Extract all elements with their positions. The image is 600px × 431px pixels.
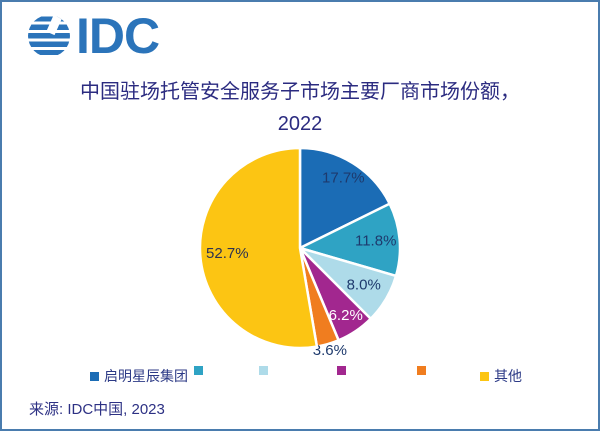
legend-swatch-icon xyxy=(337,366,346,375)
pie-slice-label-6: 52.7% xyxy=(206,245,249,262)
pie-slice-label-4: 6.2% xyxy=(329,307,363,324)
pie-slice-label-2: 11.8% xyxy=(355,232,396,249)
legend-item-4 xyxy=(337,366,346,375)
legend-swatch-icon xyxy=(417,366,426,375)
pie-slice-6 xyxy=(198,146,319,350)
legend-item-5 xyxy=(417,366,426,375)
legend-swatch-icon xyxy=(90,371,99,381)
chart-title-line2: 2022 xyxy=(277,113,323,135)
pie-chart: 17.7% 11.8% 8.0% 6.2% 3.6% 52.7% xyxy=(198,146,402,359)
pie-slice-label-5: 3.6% xyxy=(313,342,347,359)
legend-swatch-icon xyxy=(194,366,203,375)
legend-label: 启明星辰集团 xyxy=(104,368,188,384)
pie-slice-2 xyxy=(298,202,402,278)
idc-logo: IDC xyxy=(26,8,160,64)
legend-swatch-icon xyxy=(259,366,268,375)
chart-title-line1: 中国驻场托管安全服务子市场主要厂商市场份额， xyxy=(80,81,520,103)
pie-slice-1 xyxy=(298,146,391,250)
pie-slice-label-3: 8.0% xyxy=(347,277,381,294)
legend-label: 其他 xyxy=(494,368,522,384)
legend-item-3 xyxy=(259,366,268,375)
legend-item-2 xyxy=(194,366,203,375)
legend-item-1: 启明星辰集团 xyxy=(90,366,188,386)
idc-globe-icon xyxy=(28,15,70,55)
source-note: 来源: IDC中国, 2023 xyxy=(29,401,165,418)
legend-swatch-icon xyxy=(480,371,489,381)
legend: 启明星辰集团 其他 xyxy=(2,366,598,386)
legend-item-6: 其他 xyxy=(480,366,522,386)
pie-slice-label-1: 17.7% xyxy=(322,169,365,186)
chart-title: 中国驻场托管安全服务子市场主要厂商市场份额， 2022 xyxy=(2,76,598,140)
logo-text: IDC xyxy=(76,8,160,64)
